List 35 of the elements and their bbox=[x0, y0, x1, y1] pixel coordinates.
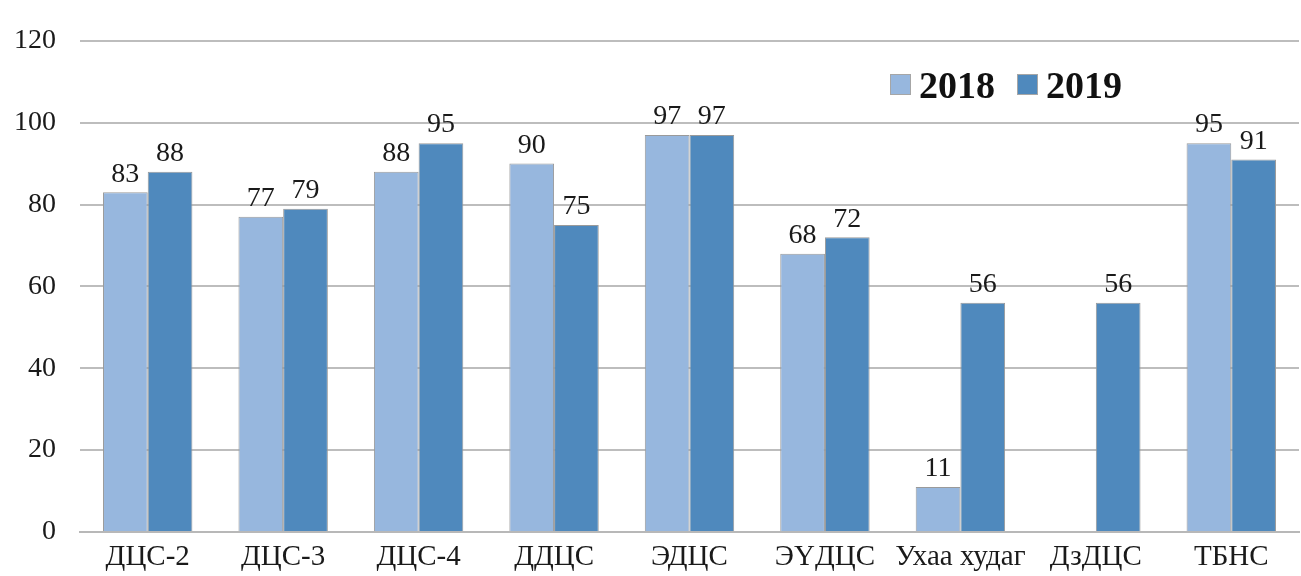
data-label: 90 bbox=[517, 127, 546, 159]
x-tick-label: ДзДЦС bbox=[1049, 539, 1142, 572]
x-tick-label: Ухаа худаг bbox=[895, 539, 1026, 572]
legend-label: 2018 bbox=[919, 63, 995, 106]
y-tick-label: 0 bbox=[42, 514, 56, 546]
data-label: 97 bbox=[653, 99, 682, 131]
x-tick-label: ДЦС-2 bbox=[105, 539, 190, 572]
x-tick-label: ЭДЦС bbox=[651, 539, 728, 572]
x-tick-label: ТБНС bbox=[1193, 539, 1269, 572]
data-label: 83 bbox=[111, 156, 140, 188]
data-label: 75 bbox=[562, 189, 591, 221]
data-label: 56 bbox=[1104, 267, 1133, 299]
data-label: 88 bbox=[156, 136, 185, 168]
data-label: 72 bbox=[833, 201, 862, 233]
y-tick-label: 100 bbox=[14, 105, 56, 137]
data-label: 11 bbox=[924, 451, 952, 483]
data-label: 56 bbox=[968, 267, 997, 299]
data-label: 79 bbox=[291, 172, 320, 204]
x-tick-label: ЭҮДЦС bbox=[774, 539, 876, 572]
legend-label: 2019 bbox=[1046, 63, 1122, 106]
data-label: 97 bbox=[697, 99, 726, 131]
y-tick-label: 80 bbox=[28, 186, 56, 218]
data-label: 68 bbox=[788, 218, 817, 250]
data-label: 88 bbox=[382, 136, 411, 168]
data-label: 95 bbox=[1194, 107, 1223, 139]
y-tick-label: 20 bbox=[28, 432, 56, 464]
data-label: 95 bbox=[426, 107, 455, 139]
x-tick-label: ДДЦС bbox=[514, 539, 594, 572]
y-tick-label: 60 bbox=[28, 268, 56, 300]
x-tick-label: ДЦС-4 bbox=[376, 539, 462, 572]
y-tick-label: 40 bbox=[28, 350, 56, 382]
data-label: 77 bbox=[246, 181, 275, 213]
x-tick-label: ДЦС-3 bbox=[241, 539, 326, 572]
data-label: 91 bbox=[1239, 123, 1268, 155]
y-tick-label: 120 bbox=[14, 23, 56, 55]
